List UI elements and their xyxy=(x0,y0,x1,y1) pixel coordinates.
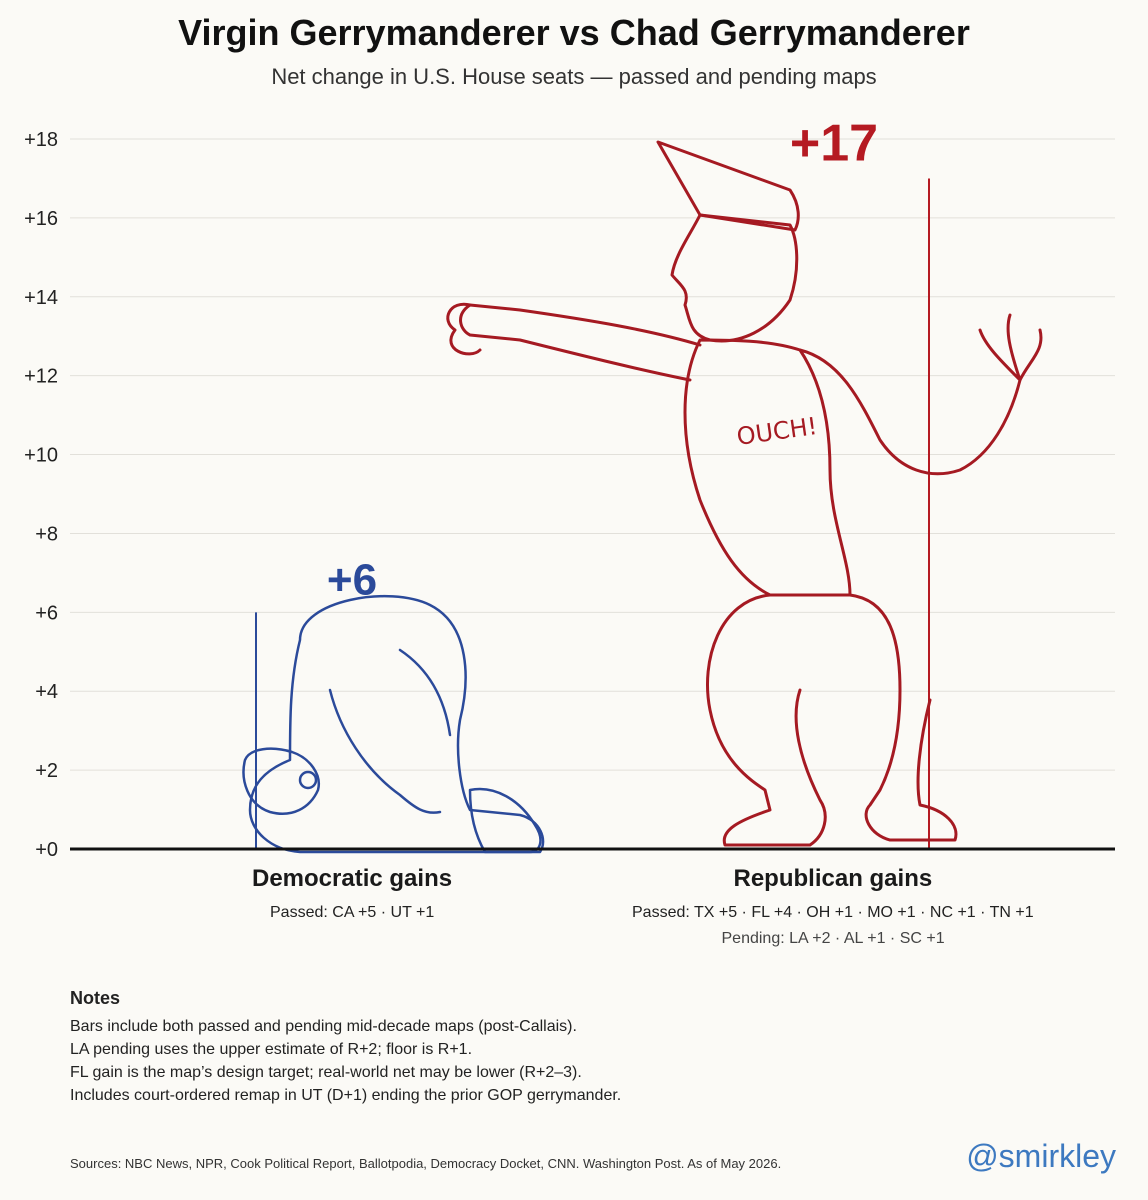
bar-chart: +0 +2 +4 +6 +8 +10 +12 +14 +16 +18 OUCH! +6 +17 xyxy=(24,114,1115,861)
rep-pending-detail: Pending: LA +2 · AL +1 · SC +1 xyxy=(721,930,945,947)
y-tick-label: +2 xyxy=(35,760,58,782)
virgin-glasses xyxy=(298,770,318,790)
chad-right-arm xyxy=(798,348,1022,476)
virgin-figure-illustration xyxy=(242,594,545,854)
chart-title: Virgin Gerrymanderer vs Chad Gerrymander… xyxy=(178,12,970,53)
note-line: Bars include both passed and pending mid… xyxy=(70,1018,577,1035)
y-tick-label: +16 xyxy=(24,208,58,230)
virgin-head xyxy=(242,747,321,815)
notes-section: Notes Bars include both passed and pendi… xyxy=(70,988,970,1107)
chad-torso xyxy=(683,338,852,597)
value-label-democratic: +6 xyxy=(327,555,377,604)
y-tick-label: +6 xyxy=(35,602,58,624)
category-label-democratic: Democratic gains xyxy=(252,865,453,892)
chad-hair xyxy=(656,140,800,232)
virgin-back xyxy=(248,594,545,854)
y-tick-label: +14 xyxy=(24,287,58,309)
virgin-leg-fold xyxy=(398,648,452,737)
dem-passed-detail: Passed: CA +5 · UT +1 xyxy=(270,904,435,921)
chad-shirt-text: OUCH! xyxy=(735,412,819,451)
category-label-republican: Republican gains xyxy=(733,865,933,892)
chad-right-hand xyxy=(978,313,1043,382)
chart-subtitle: Net change in U.S. House seats — passed … xyxy=(271,64,877,89)
virgin-shoe xyxy=(468,787,542,854)
chad-head xyxy=(670,213,799,343)
author-handle: @smirkley xyxy=(966,1138,1116,1174)
notes-title: Notes xyxy=(70,988,121,1008)
note-line: FL gain is the map’s design target; real… xyxy=(70,1064,582,1081)
y-tick-label: +12 xyxy=(24,366,58,388)
chad-figure-illustration: OUCH! xyxy=(446,140,1043,847)
chad-right-leg xyxy=(848,593,958,842)
note-line: LA pending uses the upper estimate of R+… xyxy=(70,1041,473,1058)
note-line: Includes court-ordered remap in UT (D+1)… xyxy=(70,1087,622,1104)
y-tick-label: +8 xyxy=(35,523,58,545)
y-tick-label: +0 xyxy=(35,839,58,861)
sources-text: Sources: NBC News, NPR, Cook Political R… xyxy=(70,1156,782,1171)
chad-left-hand xyxy=(446,302,482,356)
y-tick-label: +18 xyxy=(24,129,58,151)
value-label-republican: +17 xyxy=(790,114,878,172)
virgin-arm xyxy=(328,688,442,814)
chad-left-leg xyxy=(706,593,827,847)
chad-left-arm xyxy=(459,303,702,382)
rep-passed-detail: Passed: TX +5 · FL +4 · OH +1 · MO +1 · … xyxy=(632,904,1034,921)
y-tick-label: +10 xyxy=(24,445,58,467)
y-tick-label: +4 xyxy=(35,681,58,703)
